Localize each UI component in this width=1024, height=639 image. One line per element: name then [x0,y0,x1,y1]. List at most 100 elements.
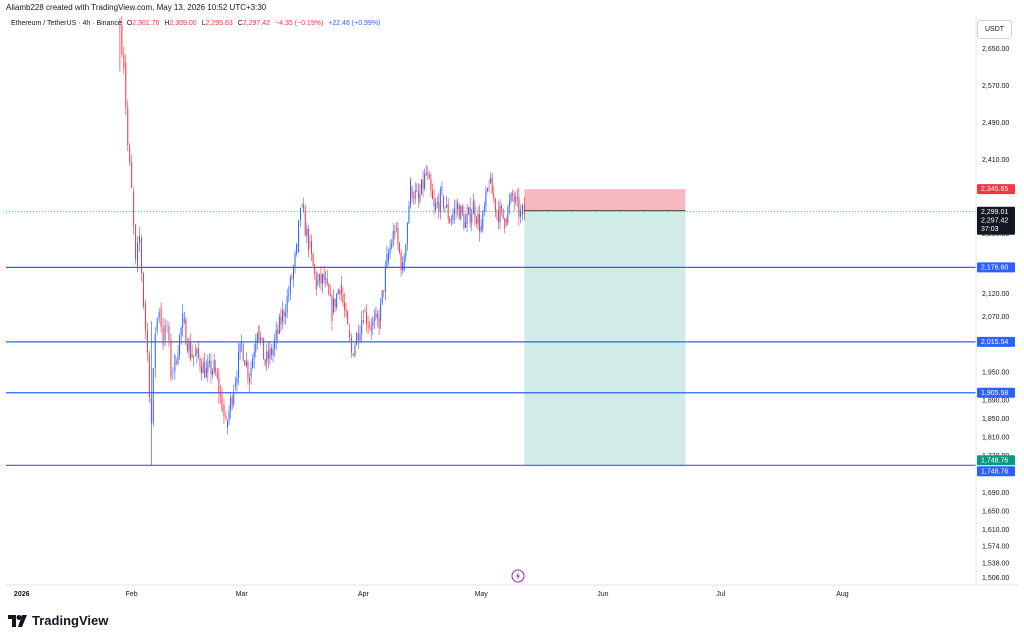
candle-body [372,321,374,326]
candle-body [199,358,201,367]
candle-body [400,252,402,271]
candle-body [482,211,484,229]
x-tick-label: May [475,591,489,598]
candle-body [190,342,192,360]
candle-body [133,191,135,225]
candle-body [457,202,459,210]
candle-body [466,213,468,225]
candle-body [450,219,452,221]
target-price-tag-text: 1,748.76 [981,457,1008,464]
candle-body [502,208,504,219]
candle-body [205,368,207,378]
stop-zone [524,189,686,211]
candle-body [274,340,276,350]
x-tick-label: Jun [597,591,608,598]
candle-body [309,241,311,243]
y-tick-label: 1,690.00 [982,490,1009,497]
candle-body [201,366,203,374]
candle-body [197,349,199,357]
candle-body [264,359,266,365]
candle-body [424,174,426,189]
y-tick-label: 2,410.00 [982,157,1009,164]
candle-body [255,343,257,352]
candle-body [177,355,179,364]
y-tick-label: 1,850.00 [982,416,1009,423]
candle-body [180,327,182,336]
candle-body [510,193,512,202]
x-tick-label: Feb [126,591,138,598]
level-price-tag [977,466,1015,477]
candle-body [325,278,327,280]
x-tick-label: Aug [836,591,849,598]
tradingview-logo[interactable]: TradingView [8,613,108,628]
ohlc-legend: Ethereum / TetherUS · 4h · Binance O2,30… [11,20,383,27]
candle-body [288,294,290,297]
close-value: 2,297.42 [242,20,271,27]
candle-body [278,316,280,334]
candle-body [204,362,206,378]
price-tags: 2,345.65 2,299.012,297.42 37:03 2,176.60 2,0… [977,184,1015,477]
y-tick-label: 2,070.00 [982,314,1009,321]
candle-body [196,349,198,354]
y-tick-label: 2,650.00 [982,46,1009,53]
chart-canvas[interactable]: 2,650.002,570.002,490.002,410.002,250.00… [0,0,1024,603]
candle-body [442,196,444,208]
candle-body [263,337,265,360]
candle-body [245,361,247,366]
candle-body [389,247,391,254]
candle-body [369,325,371,327]
level-price-tag-text: 1,905.58 [981,390,1008,397]
level-price-tag [977,387,1015,398]
lightning-icon[interactable] [511,569,525,583]
support-levels [6,266,976,466]
current-price-tag [977,206,1015,235]
candle-body [496,210,498,212]
x-tick-label: Apr [358,591,370,598]
candle-body [230,397,232,411]
symbol-title[interactable]: Ethereum / TetherUS · 4h · Binance [11,20,122,27]
candle-body [193,355,195,358]
candle-body [164,325,166,340]
candle-body [208,360,210,364]
candle-body [289,277,291,294]
candle-body [441,187,443,190]
candle-body [364,311,366,313]
candle-body [298,220,300,252]
open-value: 2,301.76 [132,20,160,27]
target-zone [524,210,686,466]
open-label: O [126,20,133,27]
change-value: −4.35 (−0.19%) [275,20,324,27]
candle-body [247,361,249,378]
candle-body [146,329,148,353]
candle-body [123,54,125,69]
y-tick-label: 1,506.00 [982,575,1009,582]
candle-body [303,204,305,212]
candle-body [202,362,204,374]
candle-body [174,355,176,372]
y-tick-label: 1,810.00 [982,434,1009,441]
candle-body [428,174,430,179]
candle-body [378,317,380,329]
y-tick-label: 1,610.00 [982,527,1009,534]
y-tick-label: 1,950.00 [982,370,1009,377]
candle-body [248,377,250,383]
position-tool [524,189,686,466]
candle-body [461,205,463,214]
candle-body [430,178,432,191]
y-tick-label: 1,650.00 [982,508,1009,515]
target-price-tag [977,455,1015,466]
low-value: 2,295.63 [205,20,233,27]
candle-body [398,243,400,253]
candle-body [286,296,288,313]
candle-body [179,335,181,356]
candle-body [221,394,223,411]
currency-selector[interactable]: USDT [977,20,1012,39]
candle-body [250,368,252,377]
candle-body [172,371,174,373]
candle-body [135,224,137,260]
tradingview-logo-icon [8,614,27,627]
candle-body [256,333,258,344]
candle-body [241,342,243,344]
footer: TradingView [0,603,1024,639]
candle-body [207,363,209,373]
